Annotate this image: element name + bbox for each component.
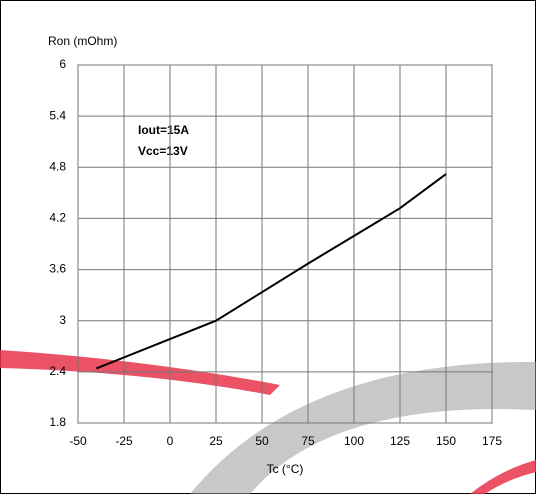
y-tick-label: 4.8 (49, 159, 66, 173)
watermark (0, 350, 280, 395)
x-tick-label: 75 (301, 434, 315, 448)
watermark (470, 460, 536, 494)
y-tick-label: 6 (59, 57, 66, 71)
x-tick-label: 25 (209, 434, 223, 448)
watermark (190, 361, 536, 494)
x-tick-label: 0 (167, 434, 174, 448)
y-axis-title: Ron (mOhm) (48, 34, 117, 48)
y-tick-label: 1.8 (49, 415, 66, 429)
y-tick-label: 3.6 (49, 262, 66, 276)
x-axis-title: Tc (°C) (267, 462, 304, 476)
x-tick-label: 50 (255, 434, 269, 448)
annotation: Vcc=13V (138, 144, 188, 158)
y-tick-label: 4.2 (49, 211, 66, 225)
x-tick-label: 100 (344, 434, 364, 448)
y-tick-label: 3 (59, 313, 66, 327)
x-tick-label: -25 (115, 434, 133, 448)
x-tick-label: 175 (482, 434, 502, 448)
annotation: Iout=15A (138, 123, 189, 137)
y-tick-label: 2.4 (49, 364, 66, 378)
data-line (96, 173, 447, 370)
y-tick-label: 5.4 (49, 108, 66, 122)
x-tick-label: 125 (390, 434, 410, 448)
x-tick-label: -50 (69, 434, 87, 448)
x-tick-label: 150 (436, 434, 456, 448)
